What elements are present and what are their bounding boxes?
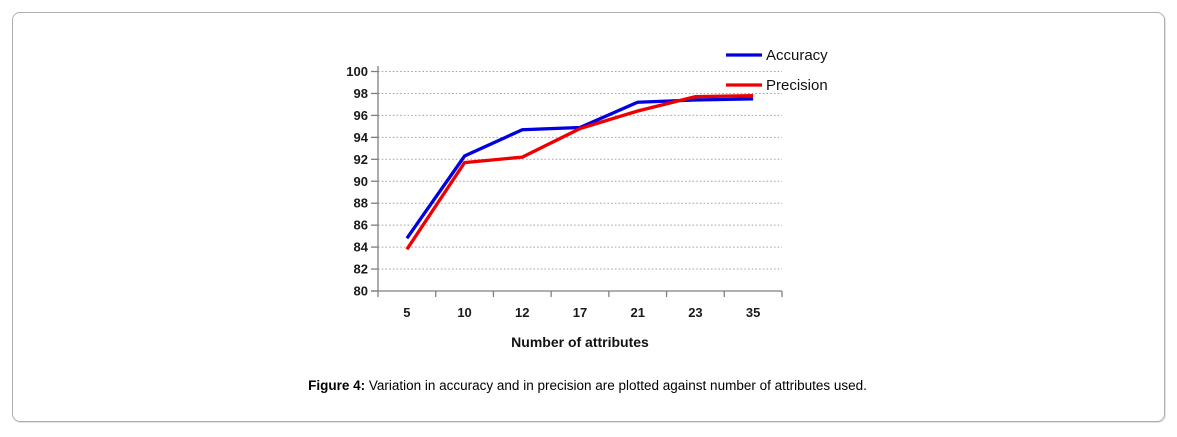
y-tick-label: 98 [354, 86, 368, 101]
y-tick-label: 86 [354, 218, 368, 233]
y-tick-label: 90 [354, 174, 368, 189]
y-tick-label: 84 [354, 240, 369, 255]
x-tick-label: 21 [630, 305, 644, 320]
x-axis-title: Number of attributes [511, 334, 649, 350]
tick-labels-group: 80 82 84 86 88 90 92 94 96 98 100 5 10 12 17 21 23 35 [346, 64, 760, 320]
legend-label-accuracy: Accuracy [766, 47, 828, 64]
x-tick-label: 10 [457, 305, 471, 320]
x-tick-label: 17 [573, 305, 587, 320]
y-tick-label: 100 [346, 64, 368, 79]
figure-frame [12, 12, 1165, 422]
y-tick-label: 96 [354, 108, 368, 123]
y-tick-label: 82 [354, 262, 368, 277]
y-tick-label: 94 [354, 130, 369, 145]
figure-caption-body: Variation in accuracy and in precision a… [365, 378, 867, 393]
legend-group: Accuracy Precision [726, 47, 828, 94]
x-tick-label: 23 [688, 305, 702, 320]
data-series-group [405, 93, 754, 251]
figure-caption-label: Figure 4: [308, 378, 366, 393]
x-tick-label: 5 [403, 305, 410, 320]
x-tick-label: 12 [515, 305, 529, 320]
y-tick-label: 88 [354, 196, 368, 211]
figure-caption: Figure 4: Variation in accuracy and in p… [12, 378, 1163, 393]
precision-line [405, 93, 754, 251]
axes-group [371, 66, 783, 297]
y-tick-label: 80 [354, 284, 368, 299]
legend-label-precision: Precision [766, 77, 828, 94]
x-tick-label: 35 [746, 305, 760, 320]
y-tick-label: 92 [354, 152, 368, 167]
